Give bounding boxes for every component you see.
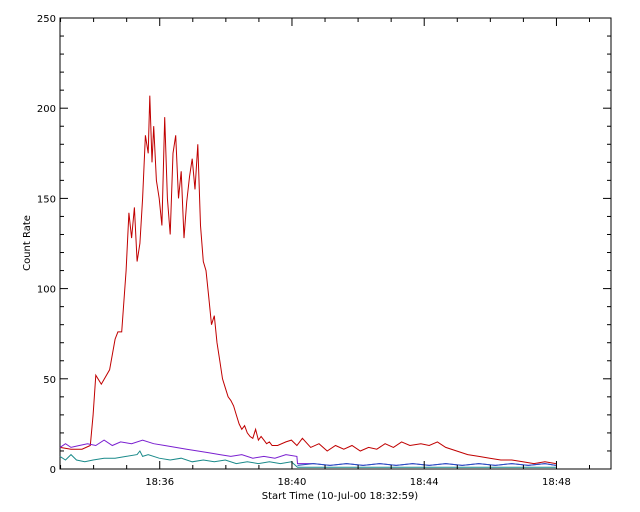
series-line-3 bbox=[297, 463, 556, 466]
y-tick-label-2: 100 bbox=[37, 285, 56, 296]
y-tick-label-3: 150 bbox=[37, 194, 56, 205]
series-line-2 bbox=[59, 450, 556, 468]
x-tick-label-1: 18:40 bbox=[278, 477, 307, 488]
y-tick-label-0: 0 bbox=[50, 465, 56, 476]
y-tick-label-1: 50 bbox=[43, 375, 56, 386]
x-tick-label-3: 18:48 bbox=[542, 477, 571, 488]
x-axis-label: Start Time (10-Jul-00 18:32:59) bbox=[262, 491, 419, 502]
series-layer bbox=[59, 95, 556, 468]
y-tick-label-4: 200 bbox=[37, 104, 56, 115]
x-axis-ticks: 18:36 18:40 18:44 18:48 bbox=[60, 18, 591, 488]
series-line-0 bbox=[59, 95, 556, 465]
y-axis-label: Count Rate bbox=[22, 215, 33, 271]
x-tick-label-0: 18:36 bbox=[145, 477, 174, 488]
y-axis-ticks: 0 50 100 150 200 250 bbox=[37, 14, 611, 476]
y-tick-label-5: 250 bbox=[37, 14, 56, 25]
plot-frame bbox=[59, 17, 612, 470]
x-tick-label-2: 18:44 bbox=[410, 477, 439, 488]
